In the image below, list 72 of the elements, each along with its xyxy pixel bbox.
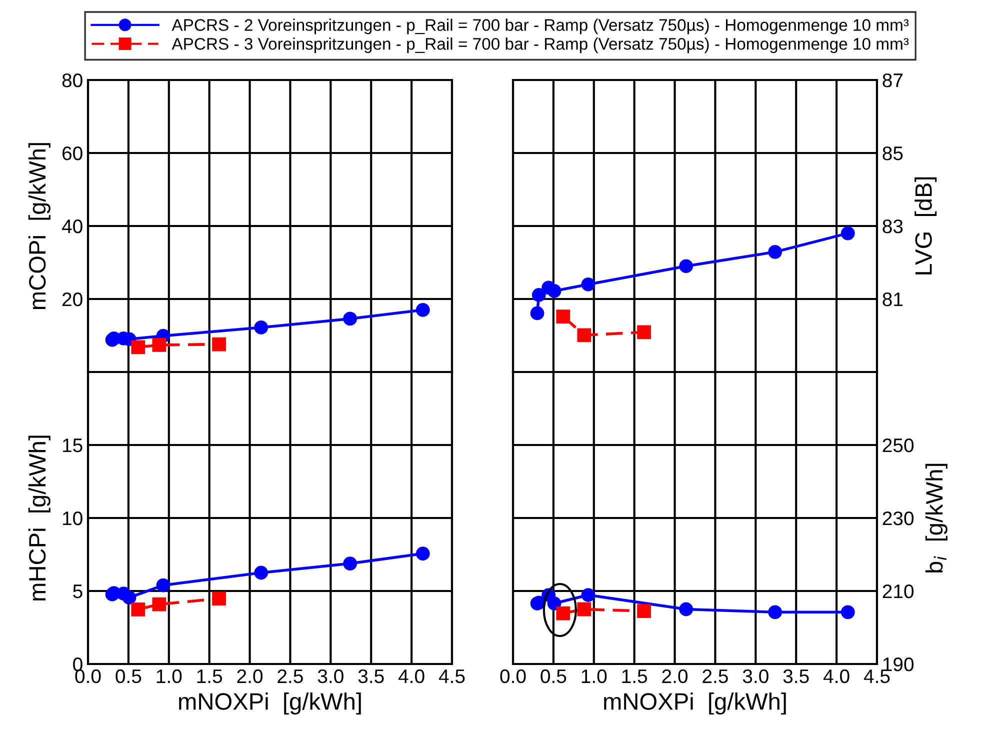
y2-tick-label: 81: [882, 292, 903, 306]
point: [416, 546, 430, 561]
x-tick-label: 4.0: [823, 669, 850, 684]
x-tick-label: 3.5: [783, 669, 809, 684]
x-tick-label: 0.0: [500, 669, 526, 684]
x-tick-label: 4.0: [398, 669, 424, 684]
point: [212, 592, 226, 606]
point: [254, 566, 268, 580]
point: [840, 226, 855, 240]
y2-tick-label: 210: [882, 584, 914, 598]
x-axis-title: mNOXPi [g/kWh]: [179, 692, 361, 715]
y2-tick-label: 190: [883, 657, 914, 672]
legend-label: APCRS - 2 Voreinspritzungen - p_Rail = 700 bar - Ramp (Versatz 750µs) - Homogenmenge 10 mm³: [172, 18, 909, 34]
point: [254, 320, 268, 334]
x-tick-label: 1.0: [156, 669, 182, 684]
y-tick-label: 80: [62, 73, 82, 88]
point: [530, 306, 544, 320]
y-tick-label: 60: [62, 146, 82, 160]
point: [212, 337, 226, 352]
point: [581, 277, 596, 292]
point: [637, 325, 651, 340]
point: [532, 288, 546, 302]
x-tick-label: 1.5: [622, 670, 648, 684]
y2-axis-title: LVG [dB]: [914, 177, 937, 274]
x-tick-label: 3.0: [742, 669, 768, 684]
y-tick-label: 10: [62, 511, 82, 526]
y2-tick-label: 250: [882, 438, 914, 452]
point: [343, 312, 358, 326]
point: [577, 602, 592, 616]
y2-tick-label: 83: [882, 219, 903, 234]
y-tick-label: 5: [73, 584, 82, 598]
point: [152, 597, 166, 612]
x-tick-label: 1.5: [197, 670, 222, 684]
y-axis-title: mHCPi [g/kWh]: [28, 436, 50, 600]
y2-tick-label: 87: [882, 73, 903, 88]
x-tick-label: 2.0: [237, 669, 263, 684]
point: [152, 338, 166, 352]
point: [577, 328, 592, 342]
point: [840, 605, 855, 620]
x-tick-label: 3.5: [358, 669, 384, 684]
x-tick-label: 3.0: [318, 669, 344, 684]
point: [768, 244, 782, 259]
point: [637, 604, 651, 618]
x-tick-label: 2.5: [278, 669, 303, 684]
point: [416, 303, 430, 317]
point: [581, 588, 596, 602]
point: [547, 284, 562, 298]
x-tick-label: 0.0: [75, 669, 101, 684]
point: [122, 590, 136, 605]
point: [556, 310, 570, 324]
y2-tick-label: 85: [882, 146, 903, 160]
y2-tick-label: 230: [882, 511, 914, 526]
y-tick-label: 40: [62, 219, 82, 234]
y-tick-label: 15: [62, 438, 82, 452]
point: [679, 602, 694, 616]
point: [679, 259, 694, 274]
legend-label: APCRS - 3 Voreinspritzungen - p_Rail = 700 bar - Ramp (Versatz 750µs) - Homogenmenge 10 mm³: [172, 38, 909, 54]
y-tick-label: 20: [62, 292, 82, 306]
x-tick-label: 0.5: [116, 669, 142, 684]
y-axis-title: mCOPi [g/kWh]: [28, 143, 50, 310]
point: [768, 605, 782, 620]
point: [131, 602, 146, 616]
x-axis-title: mNOXPi [g/kWh]: [604, 692, 786, 715]
x-tick-label: 0.5: [540, 669, 566, 684]
x-tick-label: 1.0: [582, 669, 607, 684]
point: [131, 340, 146, 354]
y2-axis-title: b$_{i}$ [g/kWh]: [925, 464, 948, 572]
point: [343, 556, 358, 570]
x-tick-label: 2.0: [662, 669, 688, 684]
x-tick-label: 2.5: [702, 669, 728, 684]
x-tick-label: 4.5: [438, 670, 465, 684]
point: [156, 578, 170, 592]
